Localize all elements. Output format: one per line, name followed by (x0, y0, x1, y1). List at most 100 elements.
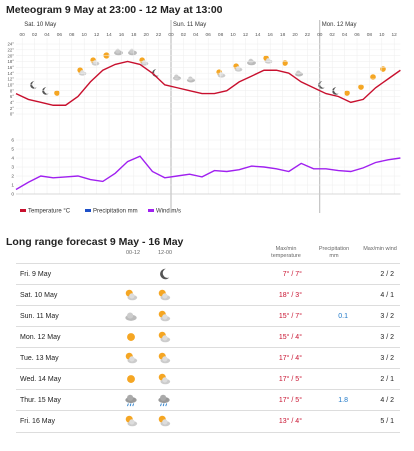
y-tick-label: 6 (11, 138, 14, 144)
forecast-row: Mon. 12 May 15° / 4° 3 / 2 (16, 326, 400, 348)
icon (127, 375, 135, 383)
forecast-row: Fri. 16 May 13° / 4° 5 / 1 (16, 410, 400, 433)
temp: 7° / 7° (282, 271, 302, 278)
temp: 15° / 4° (278, 334, 302, 341)
hour-label: 06 (354, 32, 360, 38)
y-tick-label: 1 (11, 183, 14, 189)
y-tick-label: 2° (10, 106, 14, 111)
wind: 4 / 2 (380, 397, 394, 404)
icon (158, 310, 171, 322)
meteogram-title: Meteogram 9 May at 23:00 - 12 May at 13:… (6, 4, 223, 16)
wind: 3 / 2 (380, 355, 394, 362)
col-header: 12-00 (157, 250, 173, 256)
temp: 18° / 3° (278, 292, 302, 299)
y-tick-label: 22° (8, 47, 15, 52)
y-tick-label: 2 (11, 174, 14, 180)
icon (124, 394, 138, 407)
icon (160, 268, 170, 280)
wind: 2 / 1 (380, 376, 394, 383)
temperature-line (15, 60, 401, 106)
hour-label: 10 (379, 32, 385, 38)
wind-line (15, 155, 401, 191)
legend-swatch (85, 209, 91, 212)
hour-label: 10 (230, 32, 236, 38)
day: Mon. 12 May (20, 334, 61, 341)
day: Fri. 16 May (20, 418, 56, 425)
hour-label: 18 (280, 32, 286, 38)
hour-label: 14 (255, 32, 261, 38)
y-tick-label: 4 (11, 156, 14, 162)
col-header: Precipitation mm (318, 246, 350, 259)
wind: 3 / 2 (380, 334, 394, 341)
y-tick-label: 0° (10, 112, 14, 117)
day: Sun. 11 May (20, 313, 59, 320)
wind: 3 / 2 (380, 313, 394, 320)
temp: 17° / 5° (278, 397, 302, 404)
legend-label: Wind m/s (156, 209, 181, 215)
hour-label: 14 (106, 32, 112, 38)
hour-label: 04 (44, 32, 50, 38)
hour-label: 04 (193, 32, 199, 38)
icon (125, 289, 138, 301)
hour-label: 08 (367, 32, 373, 38)
forecast-title: Long range forecast 9 May - 16 May (6, 236, 184, 248)
y-tick-label: 20° (8, 53, 15, 58)
day: Tue. 13 May (20, 355, 59, 362)
meteogram: 0002040608101214161820220002040608101214… (8, 20, 401, 215)
forecast-row: Sat. 10 May 18° / 3° 4 / 1 (16, 284, 400, 306)
day-label: Sat. 10 May (24, 22, 56, 28)
y-tick-label: 16° (8, 65, 15, 70)
hour-label: 02 (32, 32, 38, 38)
temp: 17° / 5° (278, 376, 302, 383)
forecast-row: Fri. 9 May 7° / 7° 2 / 2 (16, 263, 400, 285)
day-label: Mon. 12 May (322, 22, 357, 28)
y-tick-label: 4° (10, 100, 14, 105)
y-tick-label: 24° (8, 42, 15, 47)
hour-label: 00 (20, 32, 26, 38)
hour-label: 22 (305, 32, 311, 38)
y-tick-label: 5 (11, 147, 14, 153)
y-tick-label: 8° (10, 88, 14, 93)
hour-label: 02 (181, 32, 187, 38)
icon (127, 333, 135, 341)
icon (158, 331, 171, 343)
y-tick-label: 10° (8, 82, 15, 87)
hour-label: 08 (218, 32, 224, 38)
hour-label: 12 (94, 32, 100, 38)
legend-label: Temperature °C (28, 209, 71, 215)
hour-label: 08 (69, 32, 75, 38)
legend-swatch (148, 209, 154, 212)
y-tick-label: 14° (8, 71, 15, 76)
col-header: Max/min wind (363, 246, 397, 252)
temp: 13° / 4° (278, 418, 302, 425)
hour-label: 10 (82, 32, 88, 38)
day: Wed. 14 May (20, 376, 62, 383)
icon (125, 352, 138, 364)
y-tick-label: 0 (11, 192, 14, 198)
forecast-row: Tue. 13 May 17° / 4° 3 / 2 (16, 347, 400, 369)
col-header: 00-12 (125, 250, 141, 256)
y-tick-label: 6° (10, 94, 14, 99)
forecast-row: Sun. 11 May 15° / 7° 0.1 3 / 2 (16, 305, 400, 327)
wind: 4 / 1 (380, 292, 394, 299)
y-tick-label: 18° (8, 59, 15, 64)
icon (158, 289, 171, 301)
legend-swatch (20, 209, 26, 212)
icon (158, 373, 171, 385)
hour-label: 12 (392, 32, 398, 38)
forecast-row: Thur. 15 May 17° / 5° 1.8 4 / 2 (16, 389, 400, 411)
hour-label: 06 (206, 32, 212, 38)
hour-label: 16 (119, 32, 125, 38)
icon (125, 312, 137, 321)
day-label: Sun. 11 May (173, 22, 206, 28)
day: Thur. 15 May (20, 397, 61, 404)
wind: 2 / 2 (380, 271, 394, 278)
hour-label: 22 (156, 32, 162, 38)
hour-label: 18 (131, 32, 137, 38)
y-tick-label: 3 (11, 165, 14, 171)
hour-label: 02 (330, 32, 336, 38)
day: Sat. 10 May (20, 292, 58, 299)
icon (158, 352, 171, 364)
hour-label: 20 (144, 32, 150, 38)
